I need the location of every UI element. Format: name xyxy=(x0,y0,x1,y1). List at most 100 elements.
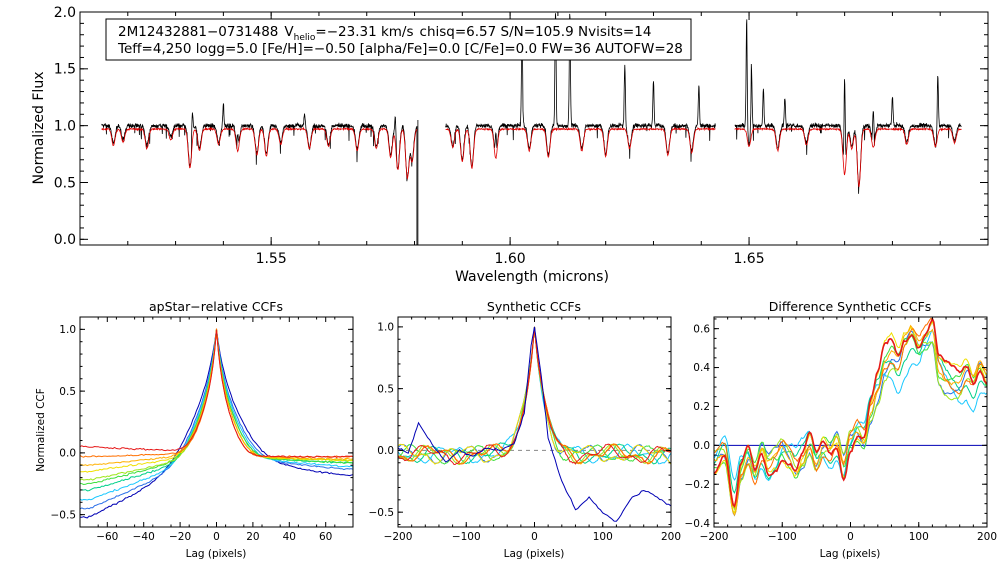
y-tick-label: 0.5 xyxy=(377,383,394,395)
spectrum-frame xyxy=(79,11,989,246)
spectrum-ylabel: Normalized Flux xyxy=(31,72,47,185)
difference-ccf-xlabel: Lag (pixels) xyxy=(820,548,881,560)
observed-spectrum-segment xyxy=(734,19,962,194)
y-tick-label: 1.0 xyxy=(54,119,76,135)
y-tick-label: 0.0 xyxy=(59,448,76,460)
y-tick-label: 1.5 xyxy=(54,62,76,78)
spectrum-curves xyxy=(101,13,962,245)
y-tick-label: 2.0 xyxy=(54,5,76,21)
x-tick-label: −60 xyxy=(96,531,118,543)
synthetic-ccf-frame xyxy=(397,316,672,528)
difference-ccf-line xyxy=(714,334,987,514)
observed-spectrum-segment xyxy=(101,103,419,245)
difference-ccf-line xyxy=(714,324,987,517)
y-tick-label: 0.4 xyxy=(693,362,710,374)
model-spectrum-segment xyxy=(734,126,962,188)
difference-ccf-frame xyxy=(713,316,988,528)
apstar-ccf-line xyxy=(80,328,353,473)
x-tick-label: 200 xyxy=(977,531,997,543)
apstar-ccf-title: apStar−relative CCFs xyxy=(149,299,283,314)
x-tick-label: 200 xyxy=(661,531,681,543)
x-tick-label: 100 xyxy=(909,531,929,543)
difference-ccf-line xyxy=(714,320,987,495)
x-tick-label: −200 xyxy=(700,531,729,543)
x-tick-label: 1.60 xyxy=(495,251,526,267)
apstar-ccf-ylabel: Normalized CCF xyxy=(35,388,47,472)
info-line-1: 2M12432881−0731488 Vhelio=−23.31 km/s chis… xyxy=(118,24,651,43)
apstar-ccf-line xyxy=(80,329,353,519)
x-tick-label: −100 xyxy=(452,531,481,543)
apstar-ccf-panel: −60 −40 −20 0 20 40 60 −0.5 0.0 0.5 1.0 apStar−rel… xyxy=(35,299,354,560)
apstar-ccf-line xyxy=(80,328,353,459)
apstar-ccf-frame xyxy=(79,316,354,528)
difference-ccf-line xyxy=(714,330,987,517)
x-tick-label: 100 xyxy=(593,531,613,543)
x-tick-label: 1.65 xyxy=(733,251,764,267)
synthetic-ccf-line xyxy=(398,326,671,465)
synthetic-ccf-title: Synthetic CCFs xyxy=(487,299,581,314)
x-tick-label: −40 xyxy=(133,531,155,543)
synthetic-ccf-curves xyxy=(398,326,671,522)
model-spectrum-segment xyxy=(101,126,418,180)
spectrum-panel: 1.55 1.60 1.65 0.0 0.5 1.0 1.5 2.0 2M12432881−0… xyxy=(31,5,989,285)
difference-ccf-ticks: −200 −100 0 100 200 −0.4 −0.2 0.0 0.2 0.4 0.6 xyxy=(685,317,997,543)
y-tick-label: 0.0 xyxy=(54,232,76,248)
synthetic-ccf-line xyxy=(398,326,671,466)
y-tick-label: 1.0 xyxy=(377,322,394,334)
difference-ccf-line xyxy=(714,317,987,508)
y-tick-label: 0.0 xyxy=(693,440,710,452)
spectrum-ticks: 1.55 1.60 1.65 0.0 0.5 1.0 1.5 2.0 xyxy=(54,5,988,267)
apstar-ccf-line xyxy=(80,329,353,510)
x-tick-label: −200 xyxy=(384,531,413,543)
y-tick-label: 0.6 xyxy=(693,323,710,335)
synthetic-ccf-panel: −200 −100 0 100 200 −0.5 0.0 0.5 1.0 Synthetic C… xyxy=(369,299,682,560)
y-tick-label: −0.2 xyxy=(685,479,711,491)
y-tick-label: 0.0 xyxy=(377,445,394,457)
y-tick-label: 0.5 xyxy=(59,386,76,398)
apstar-ccf-line xyxy=(80,329,353,458)
apstar-ccf-ticks: −60 −40 −20 0 20 40 60 −0.5 0.0 0.5 1.0 xyxy=(51,316,354,543)
synthetic-ccf-line xyxy=(398,326,671,465)
apstar-ccf-line xyxy=(80,330,353,467)
difference-ccf-curves xyxy=(714,317,987,517)
spectrum-xlabel: Wavelength (microns) xyxy=(455,269,609,285)
difference-ccf-line xyxy=(714,317,987,509)
y-tick-label: 1.0 xyxy=(59,324,76,336)
apstar-ccf-curves xyxy=(80,328,353,519)
difference-ccf-curve-group xyxy=(714,317,987,517)
y-tick-label: −0.5 xyxy=(51,509,77,521)
x-tick-label: 60 xyxy=(319,531,332,543)
synthetic-ccf-line xyxy=(398,326,671,466)
vhelio-subscript: helio xyxy=(294,33,316,43)
x-tick-label: 1.55 xyxy=(256,251,287,267)
difference-ccf-line xyxy=(714,328,987,482)
vhelio-symbol: V xyxy=(284,24,294,40)
synthetic-ccf-line xyxy=(398,326,671,464)
x-tick-label: 40 xyxy=(283,531,296,543)
vhelio-value: =−23.31 km/s xyxy=(315,24,413,40)
difference-ccf-panel: −200 −100 0 100 200 −0.4 −0.2 0.0 0.2 0.4 0.6 Diff… xyxy=(685,299,998,560)
y-tick-label: 0.5 xyxy=(54,175,76,191)
synthetic-ccf-line xyxy=(398,326,671,465)
x-tick-label: 0 xyxy=(847,531,854,543)
synthetic-ccf-xlabel: Lag (pixels) xyxy=(504,548,565,560)
synthetic-ccf-line xyxy=(398,326,671,465)
x-tick-label: 20 xyxy=(246,531,259,543)
x-tick-label: 0 xyxy=(213,531,220,543)
model-spectrum-segment xyxy=(445,126,716,170)
synthetic-ccf-line xyxy=(398,326,671,465)
y-tick-label: −0.5 xyxy=(369,507,395,519)
synthetic-ccf-outlier-line xyxy=(398,326,671,522)
apstar-ccf-xlabel: Lag (pixels) xyxy=(186,548,247,560)
y-tick-label: 0.2 xyxy=(693,401,710,413)
x-tick-label: −100 xyxy=(768,531,797,543)
info-box xyxy=(105,18,692,61)
y-tick-label: −0.4 xyxy=(685,518,711,530)
info-line-2: Teff=4,250 logg=5.0 [Fe/H]=−0.50 [alpha/… xyxy=(117,41,683,57)
fit-stats: chisq=6.57 S/N=105.9 Nvisits=14 xyxy=(420,24,652,40)
object-id: 2M12432881−0731488 xyxy=(118,24,278,40)
x-tick-label: −20 xyxy=(169,531,191,543)
synthetic-ccf-line xyxy=(398,326,671,465)
